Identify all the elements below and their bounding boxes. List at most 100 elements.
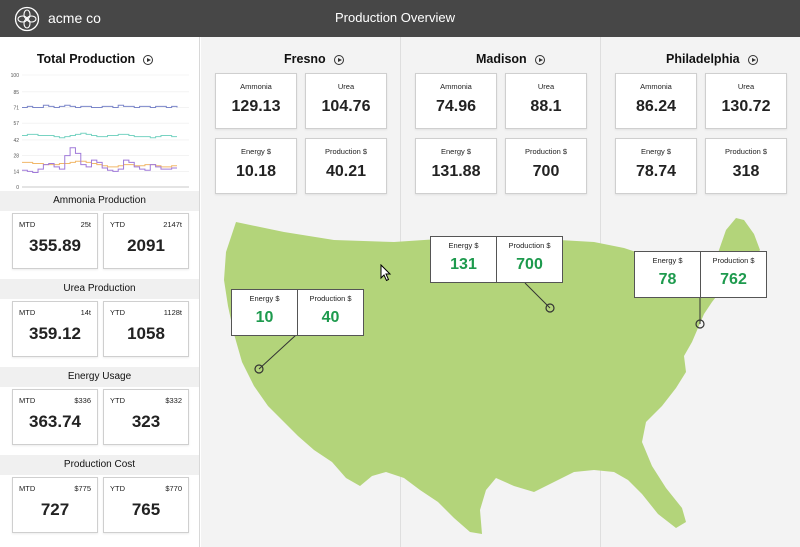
card-label: MTD	[19, 396, 36, 405]
madison-ammonia-card[interactable]: Ammonia 74.96	[415, 73, 497, 129]
chart-y-tick-label: 100	[11, 73, 20, 79]
card-value: 88.1	[530, 98, 562, 115]
card-value: 323	[131, 412, 161, 431]
callout-label: Energy $	[249, 294, 280, 303]
card-value: 765	[131, 500, 161, 519]
fresno-energy-card[interactable]: Energy $ 10.18	[215, 138, 297, 194]
chart-y-tick-label: 14	[13, 169, 19, 175]
card-value: 700	[532, 163, 560, 180]
callout-production: Production $ 700	[496, 237, 562, 282]
card-label: YTD	[110, 308, 125, 317]
card-value: 318	[732, 163, 760, 180]
callout-value: 78	[658, 271, 677, 288]
card-value: 78.74	[635, 163, 677, 180]
energy-ytd-card[interactable]: YTD $332 323	[103, 389, 189, 445]
card-sub: $775	[74, 484, 91, 493]
callout-value: 40	[321, 309, 340, 326]
card-label: Energy $	[240, 147, 272, 156]
chart-series-line-0	[22, 104, 178, 108]
chart-y-tick-label: 0	[16, 185, 19, 191]
play-info-icon[interactable]	[143, 54, 154, 65]
cost-ytd-card[interactable]: YTD $770 765	[103, 477, 189, 533]
city-name: Fresno	[284, 52, 326, 66]
callout-philadelphia[interactable]: Energy $ 78 Production $ 762	[634, 251, 767, 298]
card-value: 130.72	[721, 98, 771, 115]
city-title-philadelphia: Philadelphia	[666, 52, 758, 66]
flower-logo-icon[interactable]	[14, 6, 40, 32]
card-sub: $332	[165, 396, 182, 405]
section-urea-production: Urea Production	[0, 279, 199, 299]
card-label: Urea	[337, 82, 355, 91]
philadelphia-ammonia-card[interactable]: Ammonia 86.24	[615, 73, 697, 129]
card-label: Production $	[724, 147, 768, 156]
card-label: Ammonia	[240, 82, 272, 91]
section-energy-usage: Energy Usage	[0, 367, 199, 387]
total-production-chart: 01428425771851001/41/111/181/25	[11, 73, 189, 199]
play-info-icon[interactable]	[534, 54, 545, 65]
card-value: 104.76	[321, 98, 371, 115]
fresno-ammonia-card[interactable]: Ammonia 129.13	[215, 73, 297, 129]
card-label: YTD	[110, 220, 125, 229]
callout-value: 131	[450, 256, 477, 273]
callout-value: 700	[516, 256, 543, 273]
philadelphia-production-card[interactable]: Production $ 318	[705, 138, 787, 194]
card-label: Ammonia	[440, 82, 472, 91]
callout-energy: Energy $ 131	[431, 237, 496, 282]
card-label: YTD	[110, 484, 125, 493]
philadelphia-energy-card[interactable]: Energy $ 78.74	[615, 138, 697, 194]
card-value: 10.18	[235, 163, 277, 180]
section-ammonia-production: Ammonia Production	[0, 191, 199, 211]
callout-production: Production $ 40	[297, 290, 363, 335]
callout-label: Production $	[712, 256, 755, 265]
urea-ytd-card[interactable]: YTD 1128t 1058	[103, 301, 189, 357]
callout-madison[interactable]: Energy $ 131 Production $ 700	[430, 236, 563, 283]
card-label: YTD	[110, 396, 125, 405]
brand-name: acme co	[48, 10, 101, 26]
card-sub: $770	[165, 484, 182, 493]
ammonia-mtd-card[interactable]: MTD 25t 355.89	[12, 213, 98, 269]
card-value: 1058	[127, 324, 165, 343]
card-label: MTD	[19, 308, 36, 317]
fresno-urea-card[interactable]: Urea 104.76	[305, 73, 387, 129]
chart-y-tick-label: 57	[13, 121, 19, 127]
callout-energy: Energy $ 10	[232, 290, 297, 335]
callout-fresno[interactable]: Energy $ 10 Production $ 40	[231, 289, 364, 336]
card-sub: 2147t	[163, 220, 182, 229]
card-label: Energy $	[640, 147, 672, 156]
madison-energy-card[interactable]: Energy $ 131.88	[415, 138, 497, 194]
card-label: Production $	[324, 147, 368, 156]
philadelphia-urea-card[interactable]: Urea 130.72	[705, 73, 787, 129]
fresno-production-card[interactable]: Production $ 40.21	[305, 138, 387, 194]
play-info-icon[interactable]	[747, 54, 758, 65]
chart-series-line-3	[22, 147, 177, 173]
total-production-label: Total Production	[36, 52, 136, 66]
ammonia-ytd-card[interactable]: YTD 2147t 2091	[103, 213, 189, 269]
card-value: 131.88	[431, 163, 481, 180]
callout-label: Production $	[508, 241, 551, 250]
card-label: Ammonia	[640, 82, 672, 91]
urea-mtd-card[interactable]: MTD 14t 359.12	[12, 301, 98, 357]
city-title-fresno: Fresno	[284, 52, 344, 66]
card-value: 86.24	[635, 98, 677, 115]
card-value: 363.74	[29, 412, 81, 431]
city-title-madison: Madison	[476, 52, 545, 66]
madison-urea-card[interactable]: Urea 88.1	[505, 73, 587, 129]
energy-mtd-card[interactable]: MTD $336 363.74	[12, 389, 98, 445]
chart-y-tick-label: 85	[13, 90, 19, 96]
cost-mtd-card[interactable]: MTD $775 727	[12, 477, 98, 533]
callout-value: 762	[720, 271, 747, 288]
card-sub: 1128t	[163, 308, 182, 317]
card-value: 727	[40, 500, 70, 519]
page-title: Production Overview	[335, 10, 455, 25]
play-info-icon[interactable]	[333, 54, 344, 65]
card-label: MTD	[19, 484, 36, 493]
callout-label: Energy $	[652, 256, 683, 265]
madison-production-card[interactable]: Production $ 700	[505, 138, 587, 194]
card-sub: 25t	[80, 220, 91, 229]
callout-production: Production $ 762	[700, 252, 766, 297]
section-production-cost: Production Cost	[0, 455, 199, 475]
card-label: Production $	[524, 147, 568, 156]
callout-value: 10	[255, 309, 274, 326]
callout-energy: Energy $ 78	[635, 252, 700, 297]
card-label: Urea	[537, 82, 555, 91]
